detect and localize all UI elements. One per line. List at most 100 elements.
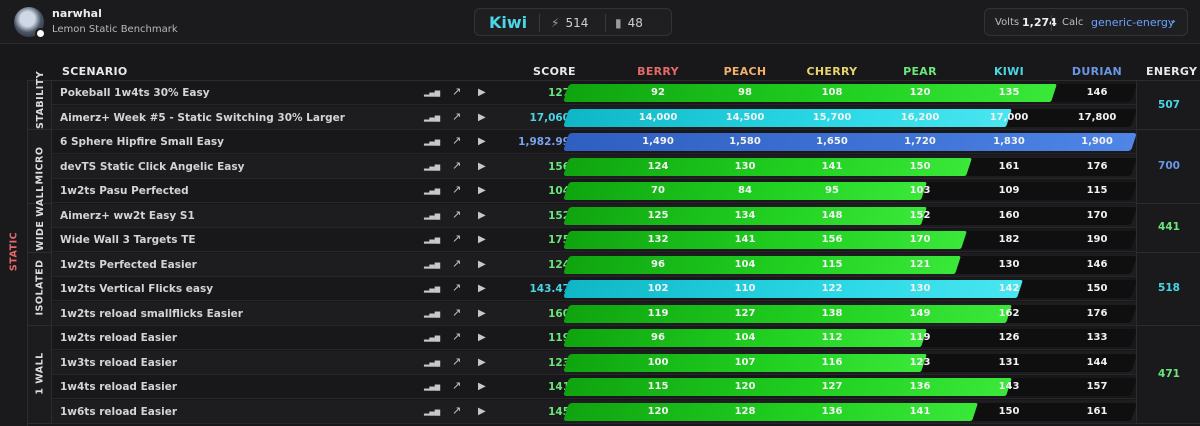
- scenario-header[interactable]: SCENARIO: [62, 65, 128, 78]
- signal-icon[interactable]: ▂▄▆: [424, 211, 441, 220]
- scenario-name[interactable]: Aimerz+ Week #5 - Static Switching 30% L…: [60, 111, 345, 124]
- table-row[interactable]: Aimerz+ Week #5 - Static Switching 30% L…: [52, 105, 1200, 130]
- scenario-name[interactable]: devTS Static Click Angelic Easy: [60, 160, 245, 173]
- table-row[interactable]: 6 Sphere Hipfire Small Easy ▂▄▆ ↗ ▶ 1,982.99…: [52, 130, 1200, 154]
- trend-icon[interactable]: ↗: [452, 379, 462, 392]
- signal-icon[interactable]: ▂▄▆: [424, 113, 441, 122]
- category-1-wall: 1 WALL: [28, 326, 52, 424]
- rank-header-peach: PEACH: [723, 65, 767, 78]
- signal-icon[interactable]: ▂▄▆: [424, 162, 441, 171]
- trend-icon[interactable]: ↗: [452, 207, 462, 221]
- energy-cell: 507: [1136, 81, 1200, 130]
- avatar[interactable]: [14, 7, 46, 39]
- scenario-name[interactable]: 1w2ts Pasu Perfected: [60, 185, 189, 197]
- table-row[interactable]: 1w2ts reload smallflicks Easier▂▄▆↗▶1608…: [52, 301, 1200, 326]
- trend-icon[interactable]: ↗: [452, 232, 462, 245]
- signal-icon[interactable]: ▂▄▆: [424, 236, 441, 244]
- signal-icon[interactable]: ▂▄▆: [424, 260, 441, 269]
- score-header[interactable]: SCORE: [533, 65, 576, 78]
- threshold-value: 135: [998, 87, 1020, 98]
- trend-icon[interactable]: ↗: [452, 134, 462, 147]
- threshold-value: 127: [734, 307, 756, 319]
- chevron-down-icon[interactable]: ⌄: [1169, 15, 1178, 26]
- threshold-value: 16,200: [900, 111, 940, 123]
- scenario-name[interactable]: 1w2ts reload Easier: [60, 332, 178, 344]
- username[interactable]: narwhal: [52, 7, 102, 20]
- signal-icon[interactable]: ▂▄▆: [424, 407, 441, 416]
- table-row[interactable]: Pokeball 1w4ts 30% Easy▂▄▆↗▶12746%929810…: [52, 81, 1200, 105]
- trend-icon[interactable]: ↗: [452, 305, 462, 319]
- table-row[interactable]: 1w2ts Perfected Easier▂▄▆↗▶12433%9610411…: [52, 252, 1200, 277]
- category-energy: 518: [1158, 282, 1180, 295]
- play-icon[interactable]: ▶: [478, 160, 486, 172]
- table-row[interactable]: Wide Wall 3 Targets TE▂▄▆↗▶17541%1321411…: [52, 228, 1200, 252]
- current-rank: Kiwi: [489, 13, 528, 32]
- scenario-name[interactable]: Wide Wall 3 Targets TE: [60, 234, 196, 246]
- threshold-value: 1,490: [642, 136, 674, 147]
- play-icon[interactable]: ▶: [478, 258, 486, 270]
- play-icon[interactable]: ▶: [478, 332, 486, 343]
- threshold-value: 104: [734, 332, 756, 343]
- play-icon[interactable]: ▶: [478, 111, 486, 123]
- trend-icon[interactable]: ↗: [452, 403, 462, 417]
- table-row[interactable]: 1w3ts reload Easier▂▄▆↗▶1230%10010711612…: [52, 350, 1200, 375]
- table-row[interactable]: Aimerz+ ww2t Easy S1▂▄▆↗▶1520%1251341481…: [52, 203, 1200, 228]
- category-energy: 700: [1158, 159, 1180, 172]
- scenario-name[interactable]: 1w2ts reload smallflicks Easier: [60, 307, 243, 320]
- trend-icon[interactable]: ↗: [452, 85, 462, 98]
- rank-header-kiwi: KIWI: [993, 65, 1025, 78]
- play-icon[interactable]: ▶: [478, 283, 486, 294]
- table-row[interactable]: 1w6ts reload Easier▂▄▆↗▶14544%1201281361…: [52, 399, 1200, 424]
- table-row[interactable]: devTS Static Click Angelic Easy▂▄▆↗▶1565…: [52, 154, 1200, 179]
- scenario-name[interactable]: 1w3ts reload Easier: [60, 356, 178, 369]
- threshold-value: 120: [734, 381, 756, 392]
- trend-icon[interactable]: ↗: [452, 330, 462, 343]
- score-value: 143.47: [529, 283, 570, 295]
- play-icon[interactable]: ▶: [478, 136, 486, 147]
- scenario-name[interactable]: 1w6ts reload Easier: [60, 405, 178, 418]
- scenario-name[interactable]: 6 Sphere Hipfire Small Easy: [60, 136, 225, 148]
- play-icon[interactable]: ▶: [478, 307, 486, 319]
- category-label: ISOLATED: [34, 259, 46, 316]
- signal-icon[interactable]: ▂▄▆: [424, 358, 441, 367]
- trend-icon[interactable]: ↗: [452, 183, 462, 196]
- header-divider: [0, 80, 1200, 81]
- calc-select[interactable]: generic-energy: [1091, 16, 1175, 29]
- trend-icon[interactable]: ↗: [452, 109, 462, 123]
- threshold-value: 121: [909, 258, 931, 270]
- table-row[interactable]: 1w2ts Pasu Perfected▂▄▆↗▶10416%708495103…: [52, 179, 1200, 203]
- signal-icon[interactable]: ▂▄▆: [424, 285, 441, 293]
- play-icon[interactable]: ▶: [478, 185, 486, 196]
- signal-icon[interactable]: ▂▄▆: [424, 138, 441, 146]
- play-icon[interactable]: ▶: [478, 405, 486, 417]
- signal-icon[interactable]: ▂▄▆: [424, 334, 441, 342]
- scenario-name[interactable]: Aimerz+ ww2t Easy S1: [60, 209, 195, 222]
- play-icon[interactable]: ▶: [478, 234, 486, 245]
- trend-icon[interactable]: ↗: [452, 158, 462, 172]
- scenario-name[interactable]: 1w2ts Vertical Flicks easy: [60, 283, 214, 295]
- threshold-value: 149: [909, 307, 931, 319]
- signal-icon[interactable]: ▂▄▆: [424, 187, 441, 195]
- table-row[interactable]: 1w4ts reload Easier▂▄▆↗▶14171%1151201271…: [52, 375, 1200, 399]
- table-row[interactable]: 1w2ts reload Easier▂▄▆↗▶1190%96104112119…: [52, 326, 1200, 350]
- signal-icon[interactable]: ▂▄▆: [424, 89, 441, 97]
- threshold-value: 102: [647, 283, 669, 294]
- play-icon[interactable]: ▶: [478, 356, 486, 368]
- scenario-name[interactable]: Pokeball 1w4ts 30% Easy: [60, 87, 210, 99]
- trend-icon[interactable]: ↗: [452, 281, 462, 294]
- threshold-value: 150: [998, 405, 1020, 417]
- trend-icon[interactable]: ↗: [452, 256, 462, 270]
- play-icon[interactable]: ▶: [478, 209, 486, 221]
- table-row[interactable]: 1w2ts Vertical Flicks easy▂▄▆↗▶143.4718%…: [52, 277, 1200, 301]
- energy-stat-value: 514: [565, 16, 589, 30]
- trend-icon[interactable]: ↗: [452, 354, 462, 368]
- threshold-value: 161: [998, 160, 1020, 172]
- scenario-name[interactable]: 1w4ts reload Easier: [60, 381, 178, 393]
- signal-icon[interactable]: ▂▄▆: [424, 309, 441, 318]
- signal-icon[interactable]: ▂▄▆: [424, 383, 441, 391]
- threshold-value: 1,720: [904, 136, 936, 147]
- threshold-value: 161: [1086, 405, 1108, 417]
- play-icon[interactable]: ▶: [478, 87, 486, 98]
- play-icon[interactable]: ▶: [478, 381, 486, 392]
- scenario-name[interactable]: 1w2ts Perfected Easier: [60, 258, 197, 271]
